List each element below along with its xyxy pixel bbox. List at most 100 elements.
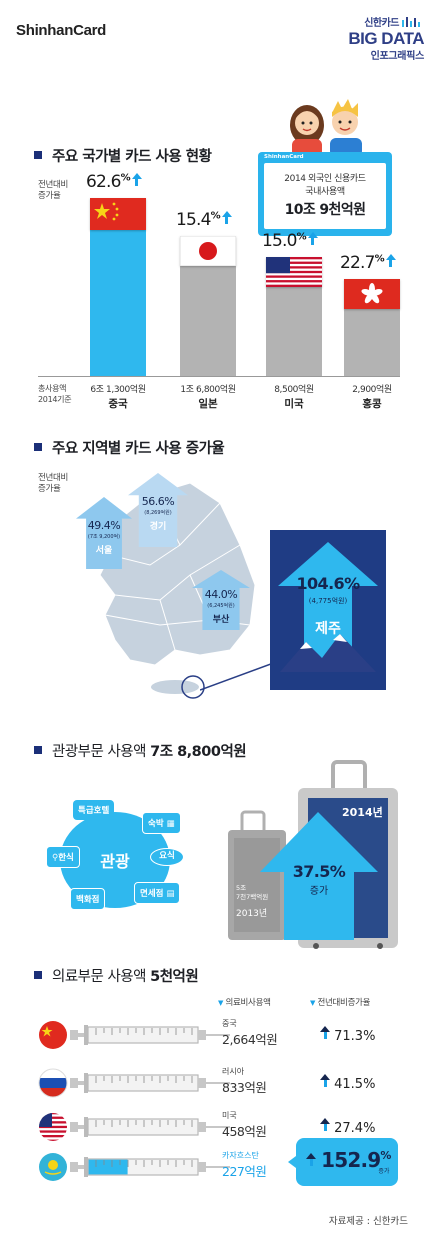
growth-value: 15.0 — [262, 231, 297, 252]
tourism-center-label: 관광 — [100, 852, 130, 871]
country-flag-icon — [38, 1068, 68, 1102]
medical-country: 러시아 — [222, 1067, 245, 1076]
tourism-item-korean-food: ⚲한식 — [46, 846, 80, 868]
region-name: 경기 — [149, 522, 167, 533]
tourism-item-dining: 요식 — [150, 848, 184, 866]
flag-1-icon — [179, 235, 237, 267]
growth-label-1: 15.4% — [176, 210, 232, 230]
bigdata-logo: 신한카드 BIG DATA 인포그래픽스 — [348, 14, 424, 62]
year-new-label: 2014년 — [342, 806, 383, 819]
up-arrow-icon — [320, 1118, 330, 1131]
region-amount: (8,269억원) — [144, 510, 172, 517]
medical-amount: 833억원 — [222, 1080, 267, 1095]
growth-label-2: 15.0% — [262, 231, 318, 251]
region-name: 부산 — [212, 615, 230, 625]
category-label-0: 중국 — [108, 398, 128, 410]
up-arrow-icon — [221, 210, 232, 224]
medical-growth: 27.4% — [318, 1118, 375, 1136]
section3-title: 관광부문 사용액 7조 8,800억원 — [34, 740, 247, 761]
flag-2-icon — [266, 257, 322, 288]
bullet-square-icon — [34, 971, 42, 979]
building-icon: ▦ — [166, 819, 175, 829]
country-flag-icon — [38, 1020, 68, 1054]
brand-logo: ShinhanCard — [16, 22, 107, 39]
region-pct: 56.6% — [141, 495, 175, 509]
category-label-2: 미국 — [284, 398, 304, 410]
medical-row-2: 미국 458억원 27.4% — [0, 1108, 438, 1148]
up-arrow-icon — [385, 254, 396, 268]
bars-icon — [402, 17, 424, 30]
tourism-item-lodging: 숙박 ▦ — [142, 812, 181, 834]
medical-row-1: 러시아 833억원 41.5% — [0, 1064, 438, 1104]
category-label-1: 일본 — [198, 398, 218, 410]
region-pct: 49.4% — [87, 518, 121, 532]
region-arrow-1: 56.6% (8,269억원) 경기 — [128, 473, 188, 547]
region-amount: (6,245억원) — [207, 603, 235, 609]
region-name: 서울 — [95, 545, 113, 556]
region-pct: 44.0% — [204, 588, 238, 601]
up-arrow-icon — [320, 1074, 330, 1087]
tourism-item-hotel: 특급호텔 — [73, 800, 115, 820]
section4-title: 의료부문 사용액 5천억원 — [34, 965, 199, 986]
medical-country: 중국 — [222, 1019, 237, 1028]
medical-col1-header: ▼ 의료비사용액 — [218, 998, 271, 1008]
bar-2 — [266, 287, 322, 376]
flag-0-icon — [90, 198, 146, 230]
tourism-growth-pct: 37.5% — [292, 862, 346, 881]
region-arrow-2: 44.0% (6,245억원) 부산 — [192, 570, 250, 630]
up-arrow-icon — [131, 173, 142, 186]
jeju-name: 제주 — [315, 621, 341, 637]
callout-line1: 2014 외국인 신용카드 — [284, 174, 366, 184]
kz-growth: 152.9% 증가 — [304, 1148, 391, 1175]
medical-amount: 2,664억원 — [222, 1032, 278, 1047]
shopping-bag-icon: ▤ — [166, 889, 175, 899]
jeju-box: 104.6% (4,775억원) 제주 — [270, 530, 386, 690]
jeju-pct: 104.6% — [296, 574, 360, 593]
growth-unit: % — [210, 210, 221, 221]
medical-row-0: 중국 2,664억원 71.3% — [0, 1016, 438, 1056]
medical-growth: 41.5% — [318, 1074, 375, 1092]
section2-title: 주요 지역별 카드 사용 증가율 — [34, 437, 225, 458]
source-note: 자료제공 : 신한카드 — [328, 1216, 408, 1227]
kazakhstan-highlight: 152.9% 증가 — [288, 1138, 398, 1186]
bigdata-logo-bottom: 인포그래픽스 — [370, 51, 425, 62]
bar-1 — [180, 265, 236, 376]
medical-country: 카자흐스탄 — [222, 1151, 259, 1160]
up-arrow-icon — [320, 1026, 330, 1039]
callout-line2: 국내사용액 — [305, 187, 345, 197]
country-flag-icon — [38, 1152, 68, 1186]
category-label-3: 홍콩 — [362, 398, 382, 410]
tourism-item-dutyfree: 면세점 ▤ — [134, 882, 181, 904]
amount-label-0: 6조 1,300억원 — [90, 385, 146, 395]
up-arrow-icon — [307, 232, 318, 246]
amount-label-2: 8,500억원 — [274, 385, 314, 395]
medical-growth: 71.3% — [318, 1026, 375, 1044]
growth-value: 15.4 — [176, 209, 211, 230]
growth-value: 22.7 — [340, 253, 375, 274]
growth-unit: % — [296, 231, 307, 243]
growth-unit: % — [374, 253, 385, 265]
amount-label-1: 1조 6,800억원 — [180, 385, 236, 395]
triangle-down-icon: ▼ — [310, 999, 316, 1007]
year-old-label: 2013년 — [236, 909, 268, 919]
utensils-icon: ⚲ — [52, 853, 59, 863]
region-arrow-0: 49.4% (7조 9,200억) 서울 — [76, 497, 132, 569]
medical-row-3: 카자흐스탄 227억원 — [0, 1148, 438, 1188]
growth-label-0: 62.6% — [86, 172, 142, 192]
medical-country: 미국 — [222, 1111, 237, 1120]
bullet-square-icon — [34, 443, 42, 451]
growth-label-3: 22.7% — [340, 253, 396, 273]
yoy-label: 전년대비 증가율 — [38, 180, 69, 202]
total-label: 총사용액 2014기준 — [38, 384, 72, 404]
bar-3 — [344, 309, 400, 376]
yoy-label-2: 전년대비 증가율 — [38, 473, 69, 495]
callout-brand: ShinhanCard — [264, 154, 304, 160]
chart-baseline — [38, 376, 400, 377]
country-flag-icon — [38, 1112, 68, 1146]
callout-amount: 10조 9천억원 — [284, 202, 366, 218]
medical-amount: 458억원 — [222, 1124, 267, 1139]
bigdata-logo-mid: BIG DATA — [348, 29, 424, 48]
medical-amount: 227억원 — [222, 1164, 267, 1179]
luggage-illustration: 2014년 5조 7천7백억원 2013년 37.5% 증가 — [228, 760, 408, 950]
